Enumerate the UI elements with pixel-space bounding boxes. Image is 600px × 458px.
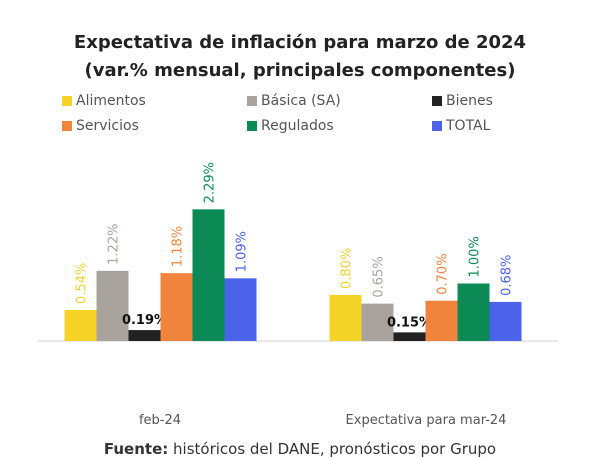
- data-label: 0.68%: [500, 255, 515, 296]
- legend-swatch: [247, 96, 257, 106]
- chart-subtitle: (var.% mensual, principales componentes): [84, 60, 516, 81]
- data-label: 0.15%: [387, 315, 432, 330]
- bar: [64, 309, 97, 341]
- bar: [128, 330, 161, 341]
- bar: [457, 283, 490, 341]
- legend-item: Regulados: [247, 118, 334, 134]
- data-label: 0.54%: [75, 263, 90, 304]
- legend-swatch: [432, 96, 442, 106]
- bar: [160, 273, 193, 341]
- legend-label: TOTAL: [446, 118, 491, 134]
- legend-label: Alimentos: [76, 93, 146, 109]
- source-text: históricos del DANE, pronósticos por Gru…: [168, 440, 497, 458]
- data-label: 0.80%: [340, 248, 355, 289]
- bar: [329, 295, 362, 341]
- category-label-feb: feb-24: [138, 413, 182, 428]
- legend-label: Básica (SA): [261, 93, 341, 109]
- bar: [425, 300, 458, 341]
- source-note: Fuente: históricos del DANE, pronósticos…: [0, 440, 600, 458]
- legend-item: TOTAL: [432, 118, 490, 134]
- legend-swatch: [62, 121, 72, 131]
- legend-item: Servicios: [62, 118, 139, 134]
- data-label: 1.22%: [107, 224, 122, 265]
- bar: [361, 303, 394, 341]
- bar: [224, 278, 257, 341]
- legend-label: Regulados: [261, 118, 334, 134]
- legend-item: Alimentos: [62, 93, 146, 109]
- legend-swatch: [432, 121, 442, 131]
- data-label: 0.65%: [372, 256, 387, 297]
- category-label-mar: Expectativa para mar-24: [345, 413, 507, 428]
- data-label: 1.09%: [235, 231, 250, 272]
- data-label: 1.00%: [468, 236, 483, 277]
- legend-item: Bienes: [432, 93, 493, 109]
- legend-label: Servicios: [76, 118, 139, 134]
- bar: [393, 332, 426, 341]
- legend-label: Bienes: [446, 93, 493, 109]
- source-label: Fuente:: [103, 440, 169, 458]
- bar: [96, 270, 129, 341]
- legend-item: Básica (SA): [247, 93, 341, 109]
- legend-swatch: [247, 121, 257, 131]
- bar: [489, 301, 522, 341]
- data-label: 1.18%: [171, 226, 186, 267]
- legend-swatch: [62, 96, 72, 106]
- bar: [192, 209, 225, 341]
- data-label: 0.19%: [122, 313, 167, 328]
- data-label: 2.29%: [203, 162, 218, 203]
- data-label: 0.70%: [436, 253, 451, 294]
- chart-title: Expectativa de inflación para marzo de 2…: [73, 32, 527, 53]
